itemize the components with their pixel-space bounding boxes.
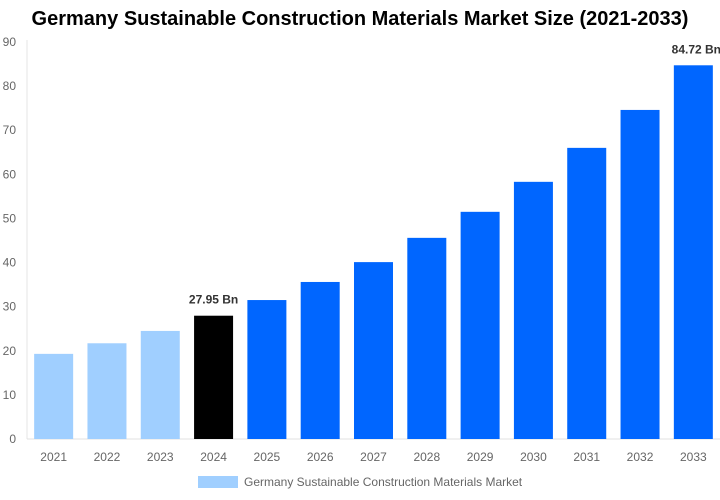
x-tick-label: 2023 [147,450,174,464]
bar-2031 [567,147,607,439]
y-tick-label: 50 [3,211,17,225]
y-tick-label: 40 [3,256,17,270]
x-tick-label: 2022 [94,450,121,464]
data-label-2024: 27.95 Bn [189,293,238,307]
bar-2026 [300,281,340,439]
x-tick-label: 2030 [520,450,547,464]
y-tick-label: 10 [3,388,17,402]
y-tick-label: 90 [3,35,17,49]
x-tick-label: 2029 [467,450,494,464]
bar-2023 [140,330,180,439]
x-tick-label: 2025 [254,450,281,464]
x-tick-label: 2031 [573,450,600,464]
chart-title: Germany Sustainable Construction Materia… [31,8,689,30]
legend-label: Germany Sustainable Construction Materia… [244,475,523,489]
bar-2022 [87,343,127,439]
bar-2024 [194,315,234,439]
bar-2027 [354,262,393,439]
data-label-2033: 84.72 Bn [672,42,720,56]
y-tick-label: 30 [3,300,17,314]
bar-2028 [407,237,447,439]
x-tick-label: 2028 [413,450,440,464]
y-tick-label: 80 [3,79,17,93]
legend[interactable]: Germany Sustainable Construction Materia… [198,475,522,489]
x-tick-label: 2032 [627,450,654,464]
bar-2025 [247,300,287,439]
x-tick-label: 2021 [40,450,67,464]
y-tick-label: 20 [3,344,17,358]
y-tick-label: 60 [3,167,17,181]
bar-2029 [460,211,500,439]
x-tick-label: 2027 [360,450,387,464]
bar-2021 [34,353,74,439]
x-tick-label: 2024 [200,450,227,464]
bar-2032 [620,109,660,439]
y-tick-label: 70 [3,123,17,137]
legend-swatch [198,476,238,488]
x-tick-label: 2033 [680,450,707,464]
y-tick-label: 0 [9,432,16,446]
x-tick-label: 2026 [307,450,334,464]
bar-2030 [513,181,553,440]
bar-2033 [673,65,713,440]
